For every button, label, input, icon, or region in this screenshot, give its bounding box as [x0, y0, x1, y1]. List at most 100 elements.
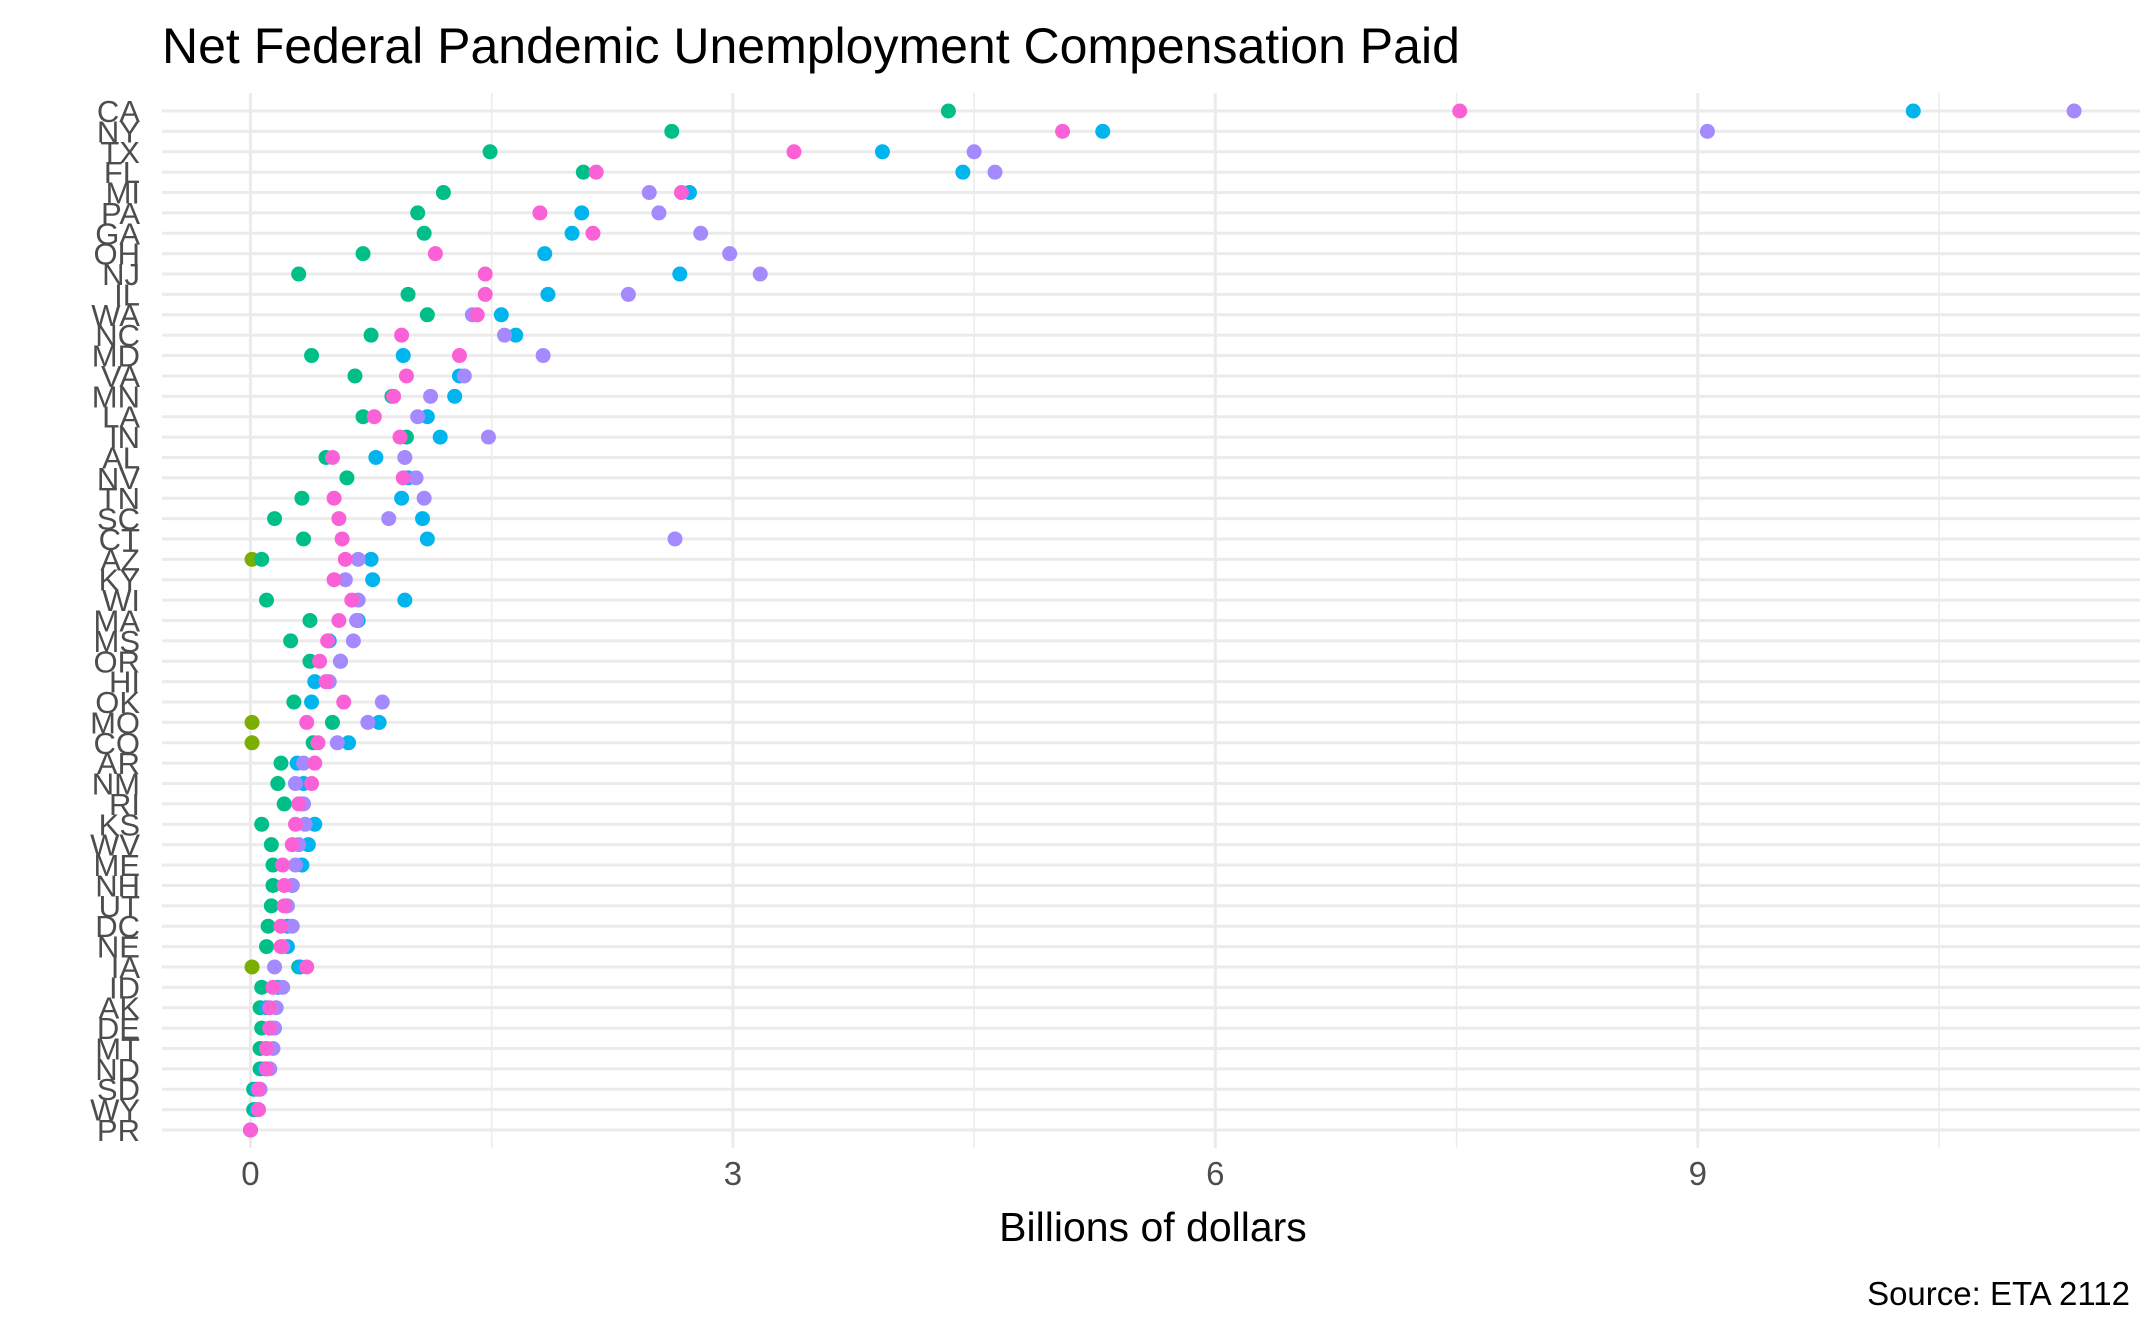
data-point — [641, 185, 657, 201]
y-tick-label: WY — [90, 1093, 140, 1128]
data-point — [275, 857, 291, 873]
y-tick-label: DC — [95, 909, 140, 944]
x-tick-label: 9 — [1689, 1155, 1707, 1192]
y-tick-label: MA — [94, 604, 141, 639]
gridlines — [162, 93, 2140, 1148]
data-point — [337, 551, 353, 567]
data-point — [752, 266, 768, 282]
y-tick-label: OH — [94, 237, 141, 272]
data-point — [987, 164, 1003, 180]
y-tick-label: NJ — [102, 257, 140, 292]
data-point — [360, 714, 376, 730]
y-tick-label: MO — [90, 705, 140, 740]
data-point — [2066, 103, 2082, 119]
y-tick-label: UT — [99, 889, 140, 924]
y-tick-label: ME — [94, 848, 141, 883]
data-point — [400, 286, 416, 302]
data-point — [398, 368, 414, 384]
data-point — [331, 511, 347, 527]
data-point — [435, 185, 451, 201]
data-point — [540, 286, 556, 302]
data-point — [480, 429, 496, 445]
data-point — [940, 103, 956, 119]
y-axis-labels: CANYTXFLMIPAGAOHNJILWANCMDVAMNLAINALNVTN… — [90, 94, 140, 1148]
data-point — [477, 286, 493, 302]
data-point — [326, 490, 342, 506]
data-point — [287, 857, 303, 873]
data-point — [273, 939, 289, 955]
data-point — [345, 633, 361, 649]
y-tick-label: GA — [95, 216, 140, 251]
data-point — [329, 735, 345, 751]
y-tick-label: ID — [109, 970, 140, 1005]
data-point — [336, 694, 352, 710]
data-point — [349, 613, 365, 628]
y-tick-label: DE — [97, 1011, 140, 1046]
y-tick-label: IL — [114, 277, 140, 312]
data-point — [267, 959, 283, 975]
data-point — [304, 694, 320, 710]
data-point — [415, 511, 431, 527]
y-tick-label: IA — [111, 950, 141, 985]
data-point — [265, 979, 281, 995]
data-point — [318, 674, 334, 690]
data-point — [366, 409, 382, 425]
data-point — [244, 959, 260, 975]
data-point — [304, 348, 320, 364]
data-point — [350, 551, 366, 567]
y-tick-label: MI — [106, 176, 140, 211]
data-point — [532, 205, 548, 221]
data-point — [273, 918, 289, 934]
data-point — [664, 123, 680, 139]
y-tick-label: NE — [97, 930, 140, 965]
data-point — [250, 1102, 266, 1118]
chart-title: Net Federal Pandemic Unemployment Compen… — [162, 18, 1460, 74]
data-point — [276, 796, 292, 812]
data-point — [427, 246, 443, 262]
y-tick-label: TX — [100, 135, 140, 170]
data-point — [477, 266, 493, 282]
data-point — [365, 572, 381, 588]
y-tick-label: IN — [109, 420, 140, 455]
y-tick-label: ND — [95, 1052, 140, 1087]
data-point — [307, 674, 323, 690]
data-point — [262, 1000, 278, 1016]
data-point — [355, 409, 371, 425]
y-tick-label: NV — [97, 461, 140, 496]
data-point — [1699, 123, 1715, 139]
data-point — [416, 225, 432, 241]
y-tick-label: OK — [95, 685, 140, 720]
y-tick-label: SC — [97, 502, 140, 537]
x-tick-label: 0 — [241, 1155, 259, 1192]
y-tick-label: MS — [94, 624, 141, 659]
data-point — [267, 511, 283, 527]
data-point — [287, 816, 303, 832]
data-point — [363, 327, 379, 343]
data-point — [347, 368, 363, 384]
data-point — [355, 246, 371, 262]
data-point — [324, 714, 340, 730]
data-point — [270, 776, 286, 792]
data-point — [259, 939, 275, 955]
data-point — [1452, 103, 1468, 119]
x-axis-title: Billions of dollars — [999, 1204, 1307, 1250]
data-point — [244, 735, 260, 751]
data-points — [242, 103, 2082, 1138]
data-point — [574, 205, 590, 221]
data-point — [469, 307, 485, 323]
y-tick-label: OR — [94, 644, 141, 679]
y-tick-label: RI — [109, 787, 140, 822]
data-point — [296, 755, 312, 771]
y-tick-label: WV — [90, 828, 140, 863]
data-point — [326, 572, 342, 588]
source-caption: Source: ETA 2112 — [1867, 1275, 2130, 1312]
data-point — [410, 409, 426, 425]
data-point — [331, 613, 347, 628]
x-tick-label: 6 — [1206, 1155, 1224, 1192]
data-point — [374, 694, 390, 710]
data-point — [874, 144, 890, 160]
y-tick-label: PA — [101, 196, 140, 231]
data-point — [254, 979, 270, 995]
data-point — [333, 653, 349, 669]
